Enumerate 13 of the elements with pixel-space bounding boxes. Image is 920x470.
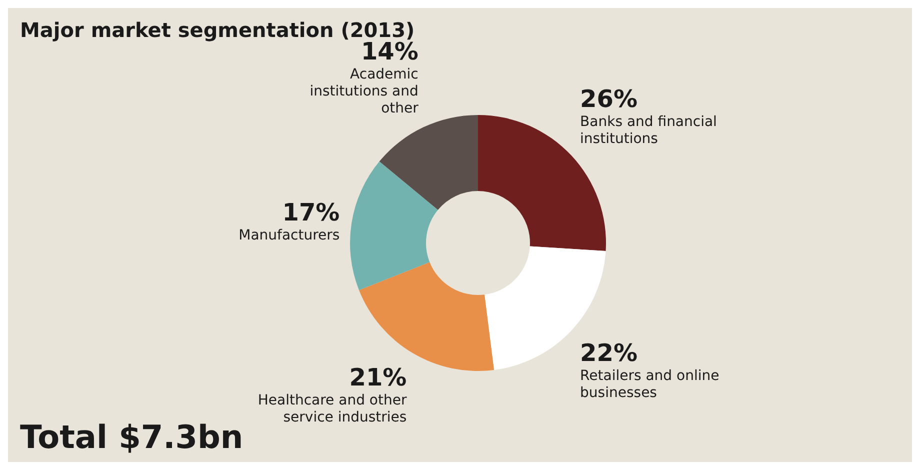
- slice-label: Healthcare and other service industries: [258, 392, 407, 426]
- data-label: 21%: [349, 364, 407, 392]
- chart-title: Major market segmentation (2013): [20, 18, 415, 42]
- data-label: 17%: [282, 198, 340, 227]
- slice-label: Manufacturers: [238, 228, 340, 244]
- donut-slice: [379, 115, 478, 210]
- donut-slice: [350, 161, 438, 290]
- text: Total $7.3bn: [20, 418, 244, 456]
- data-label: 22%: [580, 338, 638, 367]
- data-label: 26%: [580, 85, 638, 114]
- slice-label: Banks and financial institutions: [580, 114, 717, 148]
- slice-label: Academic institutions and other: [310, 66, 419, 116]
- slice-label: Retailers and online businesses: [580, 368, 720, 401]
